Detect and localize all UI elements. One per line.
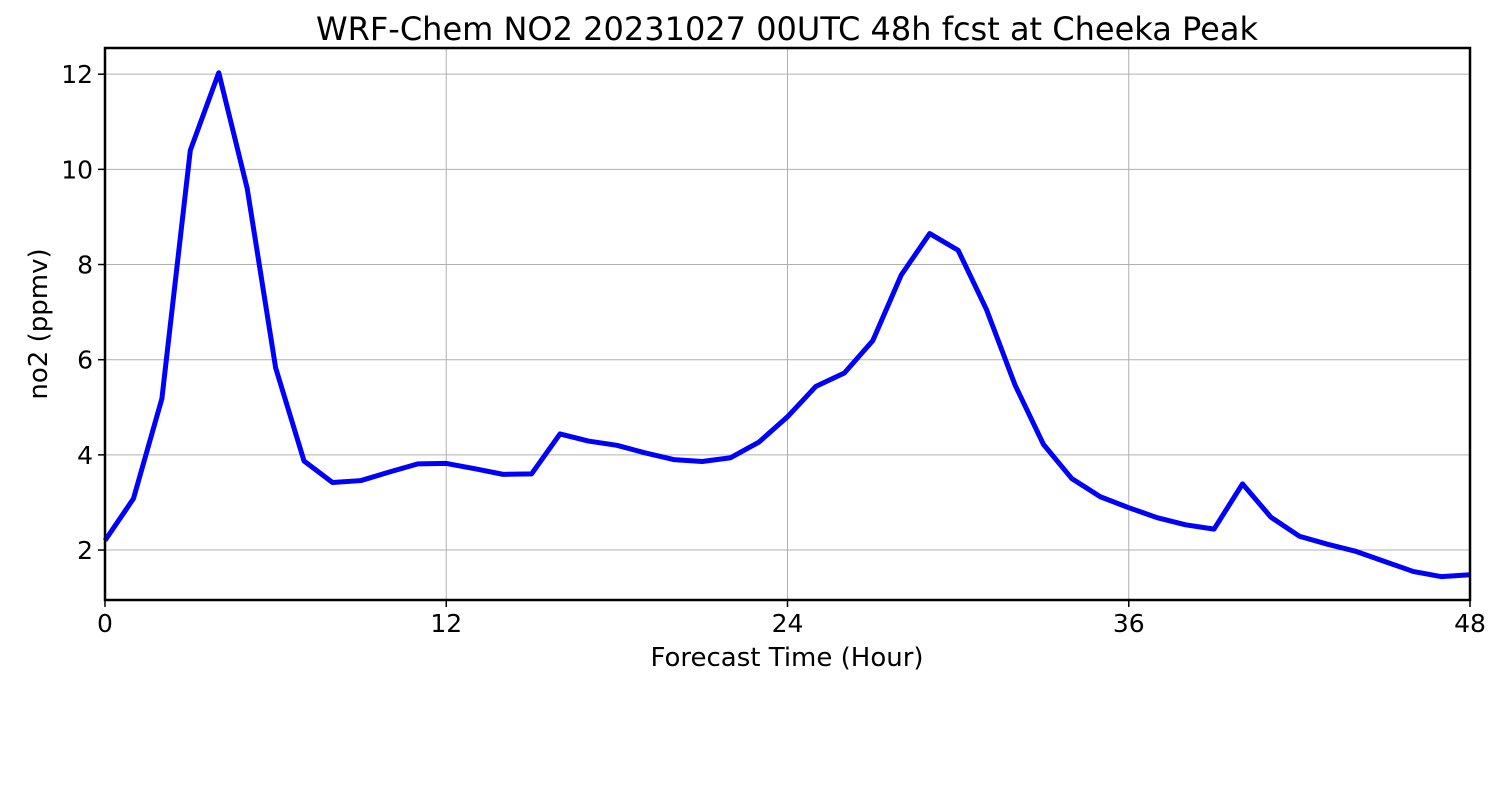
- x-tick-label: 36: [1113, 609, 1145, 638]
- x-tick-label: 0: [97, 609, 113, 638]
- y-tick-label: 6: [77, 346, 93, 375]
- no2-series-line: [102, 70, 1471, 580]
- chart-title: WRF-Chem NO2 20231027 00UTC 48h fcst at …: [316, 10, 1258, 48]
- series-layer: [102, 70, 1471, 580]
- y-tick-label: 12: [61, 60, 93, 89]
- tick-marks: [98, 73, 1471, 607]
- y-axis-label: no2 (ppmv): [24, 248, 54, 399]
- grid-lines: [104, 48, 1471, 600]
- y-tick-label: 2: [77, 536, 93, 565]
- x-tick-label: 24: [772, 609, 804, 638]
- x-tick-label: 48: [1454, 609, 1486, 638]
- x-axis-label: Forecast Time (Hour): [650, 643, 923, 673]
- x-tick-label: 12: [430, 609, 462, 638]
- y-tick-label: 10: [61, 155, 93, 184]
- y-tick-label: 8: [77, 251, 93, 280]
- y-tick-labels: 2 4 6 8 10 12: [61, 60, 93, 565]
- x-tick-labels: 0 12 24 36 48: [97, 609, 1486, 638]
- y-tick-label: 4: [77, 441, 93, 470]
